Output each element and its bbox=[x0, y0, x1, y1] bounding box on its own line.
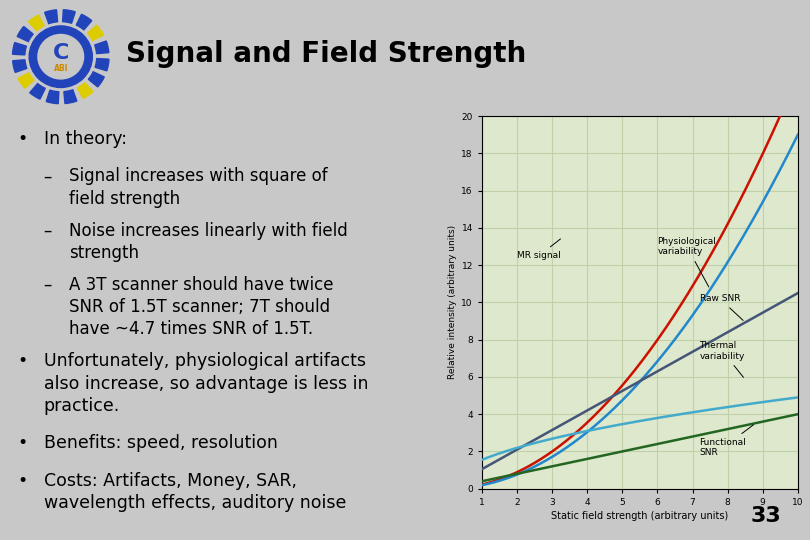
Wedge shape bbox=[87, 25, 104, 40]
Text: •: • bbox=[17, 130, 28, 148]
Wedge shape bbox=[76, 14, 92, 30]
Wedge shape bbox=[12, 43, 27, 55]
Text: Unfortunately, physiological artifacts: Unfortunately, physiological artifacts bbox=[44, 352, 366, 370]
Text: Benefits: speed, resolution: Benefits: speed, resolution bbox=[44, 434, 278, 453]
Text: have ~4.7 times SNR of 1.5T.: have ~4.7 times SNR of 1.5T. bbox=[70, 320, 313, 339]
Text: also increase, so advantage is less in: also increase, so advantage is less in bbox=[44, 375, 369, 393]
Text: C: C bbox=[53, 43, 69, 63]
Text: –: – bbox=[44, 221, 52, 240]
Wedge shape bbox=[17, 26, 33, 42]
Text: Costs: Artifacts, Money, SAR,: Costs: Artifacts, Money, SAR, bbox=[44, 472, 296, 490]
Text: ABI: ABI bbox=[53, 64, 68, 73]
Text: 33: 33 bbox=[751, 507, 782, 526]
Y-axis label: Relative intensity (arbitrary units): Relative intensity (arbitrary units) bbox=[448, 225, 458, 380]
Text: Signal increases with square of: Signal increases with square of bbox=[70, 167, 328, 185]
Wedge shape bbox=[28, 15, 44, 31]
Text: •: • bbox=[17, 434, 28, 453]
Wedge shape bbox=[45, 10, 58, 24]
Text: Thermal
variability: Thermal variability bbox=[700, 341, 745, 377]
Text: Raw SNR: Raw SNR bbox=[700, 294, 743, 320]
Text: Functional
SNR: Functional SNR bbox=[700, 425, 753, 457]
Text: –: – bbox=[44, 275, 52, 294]
Text: –: – bbox=[44, 167, 52, 185]
Text: strength: strength bbox=[70, 244, 139, 262]
Wedge shape bbox=[64, 90, 77, 104]
Text: MR signal: MR signal bbox=[517, 239, 561, 260]
Text: Signal and Field Strength: Signal and Field Strength bbox=[126, 40, 526, 68]
Wedge shape bbox=[78, 83, 93, 98]
Wedge shape bbox=[95, 58, 109, 71]
Text: •: • bbox=[17, 472, 28, 490]
Text: Noise increases linearly with field: Noise increases linearly with field bbox=[70, 221, 348, 240]
Text: practice.: practice. bbox=[44, 397, 120, 415]
Text: A 3T scanner should have twice: A 3T scanner should have twice bbox=[70, 275, 334, 294]
Wedge shape bbox=[13, 60, 27, 72]
Wedge shape bbox=[95, 41, 109, 53]
Wedge shape bbox=[88, 72, 104, 87]
Text: SNR of 1.5T scanner; 7T should: SNR of 1.5T scanner; 7T should bbox=[70, 298, 330, 316]
Circle shape bbox=[38, 35, 83, 79]
Wedge shape bbox=[18, 73, 34, 88]
Text: field strength: field strength bbox=[70, 190, 181, 208]
Text: •: • bbox=[17, 352, 28, 370]
X-axis label: Static field strength (arbitrary units): Static field strength (arbitrary units) bbox=[552, 511, 728, 521]
Circle shape bbox=[29, 26, 92, 87]
Text: In theory:: In theory: bbox=[44, 130, 126, 148]
Wedge shape bbox=[46, 90, 59, 104]
Wedge shape bbox=[62, 10, 75, 23]
Wedge shape bbox=[30, 84, 45, 99]
Text: Physiological
variability: Physiological variability bbox=[658, 237, 716, 287]
Text: wavelength effects, auditory noise: wavelength effects, auditory noise bbox=[44, 494, 346, 512]
